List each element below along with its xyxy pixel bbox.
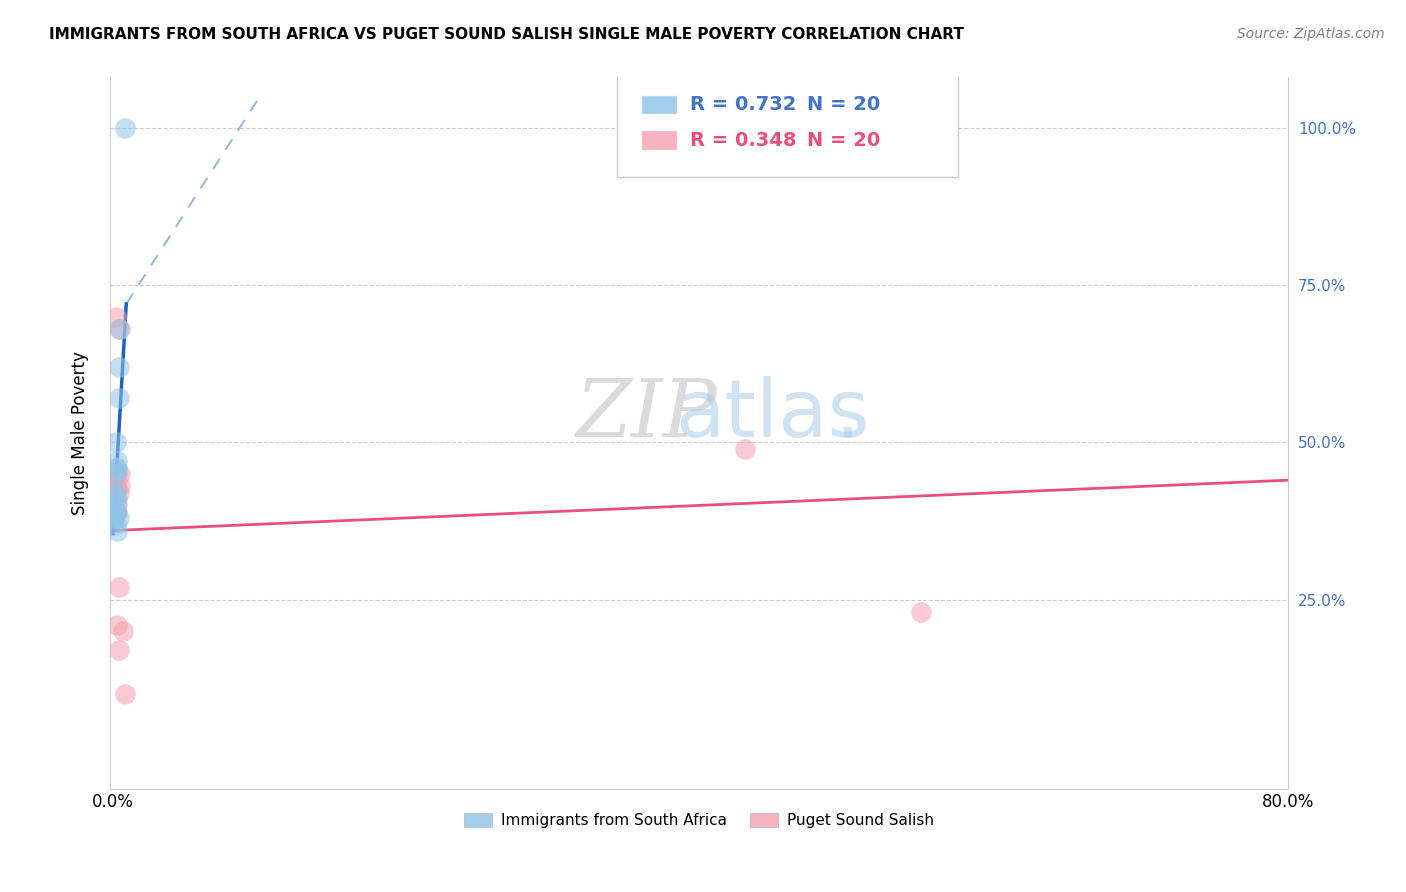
Point (103, 511, 125, 525)
Point (104, 435, 127, 450)
Point (110, 479, 132, 493)
Text: N = 20: N = 20 (807, 130, 880, 150)
Point (103, 485, 125, 500)
Point (910, 605, 932, 619)
Point (103, 511, 125, 525)
Y-axis label: Single Male Poverty: Single Male Poverty (72, 351, 89, 515)
Point (734, 442, 756, 456)
Text: IMMIGRANTS FROM SOUTH AFRICA VS PUGET SOUND SALISH SINGLE MALE POVERTY CORRELATI: IMMIGRANTS FROM SOUTH AFRICA VS PUGET SO… (49, 27, 965, 42)
Text: N = 20: N = 20 (807, 95, 880, 114)
Point (107, 460, 129, 475)
Point (104, 517, 127, 532)
Point (114, 120, 136, 135)
Text: Source: ZipAtlas.com: Source: ZipAtlas.com (1237, 27, 1385, 41)
FancyBboxPatch shape (617, 70, 959, 177)
Point (107, 467, 129, 481)
Point (103, 505, 125, 519)
Point (104, 505, 127, 519)
Point (107, 505, 129, 519)
Point (108, 643, 131, 657)
Point (104, 467, 127, 481)
Point (104, 460, 127, 475)
Point (108, 322, 131, 336)
FancyBboxPatch shape (641, 95, 676, 114)
Text: R = 0.348: R = 0.348 (690, 130, 796, 150)
Point (108, 580, 131, 594)
Point (104, 310, 127, 324)
Point (104, 499, 127, 513)
Point (110, 467, 132, 481)
FancyBboxPatch shape (641, 130, 676, 150)
Text: .: . (835, 376, 860, 454)
Point (108, 511, 131, 525)
Point (104, 479, 127, 493)
Point (108, 485, 131, 500)
Point (108, 392, 131, 406)
Point (112, 624, 135, 639)
Point (104, 467, 127, 481)
Point (107, 491, 129, 506)
Point (104, 479, 127, 493)
Point (107, 499, 129, 513)
Point (110, 322, 132, 336)
Point (108, 359, 131, 374)
Point (107, 524, 129, 538)
Text: R = 0.732: R = 0.732 (690, 95, 796, 114)
Point (107, 618, 129, 632)
Text: atlas: atlas (675, 376, 870, 454)
Point (104, 505, 127, 519)
Point (104, 505, 127, 519)
Point (107, 454, 129, 468)
Text: ZIP: ZIP (575, 376, 717, 454)
Point (114, 687, 136, 701)
Point (104, 485, 127, 500)
Legend: Immigrants from South Africa, Puget Sound Salish: Immigrants from South Africa, Puget Soun… (458, 807, 939, 834)
